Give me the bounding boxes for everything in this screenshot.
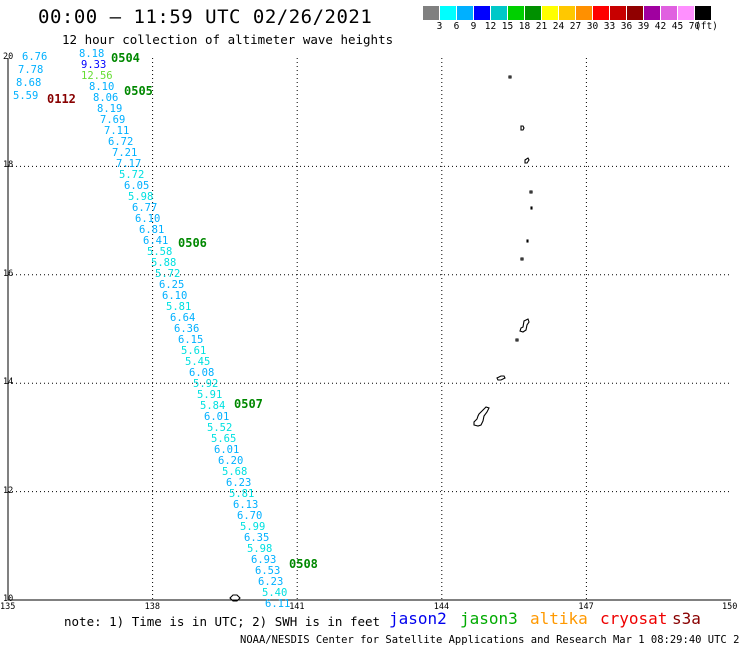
island-coastline [530, 191, 532, 193]
latitude-label: 20 [3, 52, 13, 62]
footer-credit: NOAA/NESDIS Center for Satellite Applica… [240, 634, 740, 646]
latitude-label: 18 [3, 160, 13, 170]
longitude-label: 150 [722, 602, 737, 612]
pass-time-label: 0508 [289, 557, 318, 571]
island-coastline [497, 376, 505, 380]
island-coastline [520, 319, 529, 332]
pass-time-label: 0504 [111, 51, 140, 65]
latitude-label: 14 [3, 377, 13, 387]
island-coastline [521, 258, 523, 260]
swh-reading: 6.76 [22, 52, 47, 63]
satellite-name-jason2: jason2 [389, 609, 447, 628]
satellite-name-altika: altika [530, 609, 588, 628]
longitude-label: 141 [289, 602, 304, 612]
island-coastline [474, 407, 489, 426]
footer-note: note: 1) Time is in UTC; 2) SWH is in fe… [64, 614, 380, 629]
satellite-name-cryosat: cryosat [600, 609, 667, 628]
island-coastline [525, 158, 529, 163]
island-coastline [531, 207, 532, 209]
island-coastline [521, 126, 524, 130]
pass-time-label: 0507 [234, 397, 263, 411]
pass-time-label: 0112 [47, 92, 76, 106]
swh-reading: 7.78 [18, 65, 43, 76]
latitude-label: 16 [3, 269, 13, 279]
island-coastline [516, 339, 518, 341]
swh-reading: 8.68 [16, 78, 41, 89]
longitude-label: 138 [145, 602, 160, 612]
island-coastline [509, 76, 511, 78]
island-coastline [527, 240, 528, 242]
swh-reading: 5.59 [13, 91, 38, 102]
swh-reading: 6.11 [265, 599, 290, 610]
pass-time-label: 0506 [178, 236, 207, 250]
latitude-label: 12 [3, 486, 13, 496]
satellite-name-jason3: jason3 [460, 609, 518, 628]
coastline [230, 76, 532, 601]
pass-time-label: 0505 [124, 84, 153, 98]
longitude-label: 135 [0, 602, 15, 612]
satellite-name-s3a: s3a [672, 609, 701, 628]
